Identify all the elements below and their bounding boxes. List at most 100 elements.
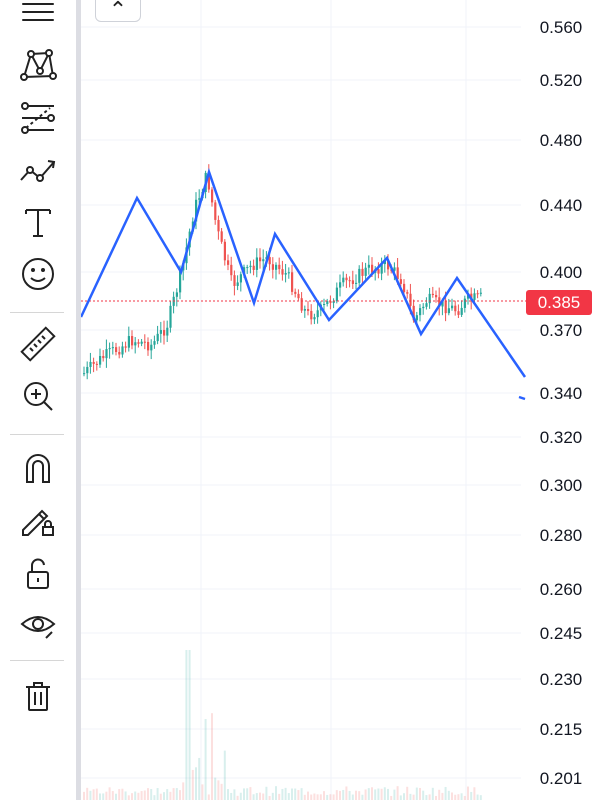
volume-bars	[83, 650, 482, 800]
candle-body	[124, 346, 127, 348]
volume-bar	[444, 786, 447, 800]
hide-tool-button[interactable]	[14, 604, 62, 648]
candle-body	[342, 277, 345, 283]
measure-tool-button[interactable]	[14, 324, 62, 368]
volume-bar	[393, 789, 396, 800]
lock-drawing-tool-button[interactable]	[14, 500, 62, 544]
zoom-in-icon	[18, 376, 58, 421]
volume-bar	[479, 795, 482, 800]
candle-body	[102, 355, 105, 359]
candle-body	[399, 279, 402, 284]
price-tick-label: 0.260	[540, 580, 583, 599]
volume-bar	[419, 787, 421, 800]
volume-bar	[345, 786, 348, 800]
magnet-tool-button[interactable]	[14, 448, 62, 492]
icons-tool-button[interactable]	[14, 254, 62, 298]
candle-body	[262, 259, 265, 262]
volume-bar	[92, 789, 95, 800]
volume-bar	[137, 792, 140, 800]
fib-tool-button[interactable]	[14, 98, 62, 142]
lock-all-tool-button[interactable]	[14, 554, 62, 598]
volume-bar	[323, 791, 325, 800]
candle-body	[355, 282, 358, 284]
volume-bar	[297, 790, 300, 800]
volume-bar	[431, 787, 434, 800]
candle-body	[287, 272, 290, 274]
candle-body	[259, 257, 262, 262]
volume-bar	[319, 794, 322, 800]
volume-bar	[441, 792, 444, 800]
pencil-lock-icon	[18, 500, 58, 545]
volume-bar	[118, 789, 121, 800]
prediction-tool-button[interactable]	[14, 150, 62, 194]
unlock-icon	[18, 554, 58, 599]
volume-bar	[111, 791, 114, 800]
candle-body	[435, 294, 438, 298]
volume-bar	[188, 650, 191, 800]
chart-canvas[interactable]: 0.560 0.520 0.480 0.440 0.400 0.370 0.340 0.320…	[79, 0, 600, 800]
candle-body	[153, 341, 156, 345]
candle-body	[431, 293, 434, 295]
candle-body	[105, 349, 108, 359]
volume-bar	[204, 719, 207, 800]
candle-body	[118, 352, 121, 355]
candle-body	[175, 292, 178, 297]
candle-body	[268, 257, 271, 265]
candle-body	[121, 346, 124, 355]
price-tick-label: 0.300	[540, 476, 583, 495]
volume-bar	[239, 792, 242, 800]
volume-bar	[364, 789, 367, 800]
volume-bar	[217, 780, 220, 800]
volume-bar	[201, 784, 204, 800]
volume-bar	[310, 794, 313, 800]
candle-body	[412, 305, 415, 321]
volume-bar	[409, 793, 412, 800]
drawing-layer	[79, 167, 527, 401]
candle-body	[444, 300, 447, 314]
volume-bar	[124, 791, 127, 800]
toolbar-divider	[10, 660, 64, 661]
candle-body	[156, 333, 159, 342]
volume-bar	[390, 795, 393, 800]
volume-bar	[454, 794, 457, 800]
volume-bar	[115, 793, 117, 800]
candle-body	[422, 306, 425, 309]
collapse-toolbar-button[interactable]: ⌃	[95, 0, 141, 22]
candle-body	[150, 344, 153, 351]
candle-body	[425, 303, 428, 307]
volume-bar	[348, 790, 351, 800]
candle-body	[454, 305, 457, 312]
candle-body	[383, 260, 386, 265]
volume-bar	[371, 787, 373, 800]
candle-body	[115, 347, 118, 353]
candle-body	[380, 264, 383, 274]
volume-bar	[275, 786, 277, 800]
candle-body	[214, 202, 217, 220]
candle-body	[217, 219, 220, 232]
volume-bar	[291, 788, 293, 800]
volume-bar	[153, 795, 156, 800]
volume-bar	[191, 769, 194, 800]
candle-body	[278, 264, 281, 270]
magnet-icon	[18, 448, 58, 493]
candle-body	[275, 264, 278, 270]
candle-body	[358, 268, 361, 283]
volume-bar	[127, 795, 130, 800]
volume-bar	[83, 791, 85, 800]
volume-bar	[198, 757, 201, 800]
candle-body	[348, 280, 351, 282]
price-chart[interactable]: 0.560 0.520 0.480 0.440 0.400 0.370 0.340 0.320…	[79, 0, 600, 800]
volume-bar	[383, 787, 386, 800]
candle-body	[163, 330, 166, 336]
candle-body	[83, 373, 86, 375]
zoom-tool-button[interactable]	[14, 376, 62, 420]
candle-body	[86, 366, 89, 374]
delete-tool-button[interactable]	[14, 676, 62, 720]
lines-tool-button[interactable]	[14, 0, 62, 40]
toolbar-divider	[10, 312, 64, 313]
text-tool-button[interactable]	[14, 202, 62, 246]
pattern-tool-button[interactable]	[14, 44, 62, 88]
candle-body	[364, 267, 367, 276]
volume-bar	[294, 788, 297, 800]
volume-bar	[399, 795, 402, 800]
